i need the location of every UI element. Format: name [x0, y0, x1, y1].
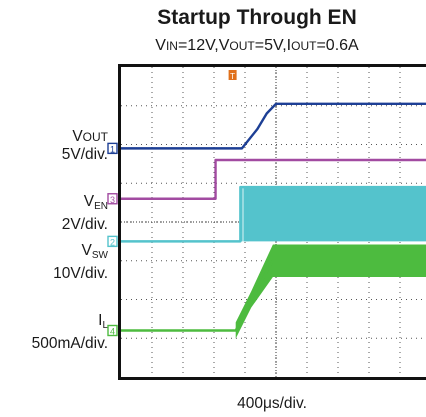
channel-marker-text: 3 [110, 195, 115, 205]
switch-node-band [244, 187, 426, 242]
label-scale: 500mA/div. [31, 335, 108, 352]
series-trace-ch1 [121, 102, 426, 150]
trigger-marker [228, 70, 237, 80]
label-scale: 10V/div. [53, 265, 108, 282]
channel-marker-4 [107, 324, 118, 337]
channel-label-vout: VOUT 5V/div. [0, 128, 108, 164]
channel-marker-3 [107, 193, 118, 205]
subtitle-part: V [155, 37, 166, 54]
subtitle-part: =5V,I [254, 37, 292, 54]
inductor-current-band [235, 244, 426, 339]
subtitle-part: =0.6A [316, 37, 359, 54]
label-sc: OUT [82, 130, 108, 144]
label-main: V [83, 193, 95, 210]
channel-label-ven: VEN 2V/div. [0, 193, 108, 234]
subtitle-part: IN [165, 39, 178, 53]
label-sub: EN [94, 201, 108, 212]
subtitle-part: OUT [229, 39, 255, 53]
channel-label-il: IL 500mA/div. [0, 312, 108, 353]
series-trace-ch2 [121, 185, 426, 243]
label-main: V [72, 128, 83, 145]
label-main: V [81, 242, 92, 259]
channel-marker-text: 2 [110, 237, 115, 247]
label-scale: 5V/div. [61, 146, 108, 163]
label-sub: SW [91, 250, 108, 261]
label-scale: 2V/div. [61, 216, 108, 233]
label-sub: L [102, 320, 108, 331]
channel-marker-text: 4 [110, 327, 115, 337]
channel-label-vsw: VSW 10V/div. [0, 242, 108, 283]
series-trace-ch4 [121, 259, 426, 332]
label-main: I [98, 312, 103, 329]
subtitle-part: OUT [291, 39, 317, 53]
chart-title: Startup Through EN [157, 6, 357, 29]
channel-marker-text: 1 [110, 144, 115, 154]
trigger-marker-text: T [230, 72, 235, 81]
channel-marker-1 [107, 142, 118, 155]
subtitle-part: =12V,V [177, 37, 230, 54]
chart-subtitle: VIN=12V,VOUT=5V,IOUT=0.6A [0, 37, 426, 55]
series-trace-ch3 [121, 158, 426, 200]
channel-marker-2 [107, 235, 118, 248]
x-axis-label: 400μs/div. [237, 395, 307, 412]
